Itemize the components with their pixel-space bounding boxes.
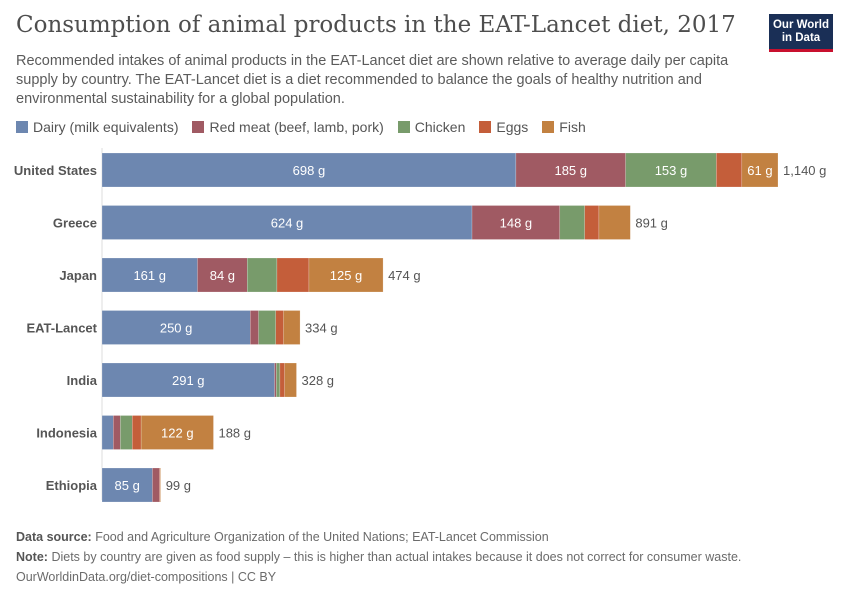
- legend-item[interactable]: Dairy (milk equivalents): [16, 119, 178, 135]
- bar-segment[interactable]: [249, 310, 259, 345]
- bar-segment[interactable]: [247, 257, 278, 293]
- bar-segment[interactable]: [152, 467, 160, 503]
- data-label: 624 g: [271, 216, 304, 231]
- data-label: 85 g: [115, 478, 140, 493]
- legend-label: Chicken: [414, 119, 466, 135]
- category-label: United States: [14, 163, 97, 178]
- legend-label: Dairy (milk equivalents): [33, 119, 179, 135]
- total-label: 1,140 g: [783, 163, 826, 178]
- legend-item[interactable]: Fish: [542, 119, 586, 135]
- legend-label: Red meat (beef, lamb, pork): [209, 119, 384, 135]
- bar-segment[interactable]: [258, 310, 276, 345]
- category-label: India: [67, 373, 98, 388]
- owid-logo[interactable]: Our World in Data: [769, 14, 833, 52]
- data-source: Data source: Food and Agriculture Organi…: [16, 530, 549, 544]
- bar-segment[interactable]: [584, 205, 600, 240]
- legend-swatch: [397, 121, 410, 133]
- bar-segment[interactable]: [279, 362, 285, 398]
- data-label: 125 g: [330, 268, 363, 283]
- bar-segment[interactable]: [308, 257, 384, 293]
- data-label: 84 g: [210, 268, 235, 283]
- bar-segment[interactable]: [284, 362, 297, 398]
- bar-segment[interactable]: [625, 152, 717, 188]
- legend-swatch: [16, 121, 28, 133]
- legend-swatch: [479, 121, 492, 133]
- legend-item[interactable]: Chicken: [397, 119, 466, 135]
- chart-subtitle: Recommended intakes of animal products i…: [16, 53, 729, 107]
- bar-segment[interactable]: [559, 205, 585, 240]
- legend-swatch: [542, 121, 555, 133]
- data-label: 185 g: [554, 163, 587, 178]
- category-label: Japan: [59, 268, 97, 283]
- category-label: Ethiopia: [46, 478, 98, 493]
- data-label: 291 g: [172, 373, 205, 388]
- bar-segment[interactable]: [276, 362, 281, 398]
- bar-segment[interactable]: [741, 152, 779, 188]
- total-label: 188 g: [218, 426, 251, 441]
- bar-segment[interactable]: [274, 362, 277, 398]
- bar-segment[interactable]: [101, 205, 473, 240]
- legend: Dairy (milk equivalents) Red meat (beef, …: [16, 119, 586, 135]
- data-label: 148 g: [500, 216, 533, 231]
- category-label: Indonesia: [36, 426, 97, 441]
- legend-label: Eggs: [496, 119, 529, 135]
- total-label: 891 g: [635, 216, 668, 231]
- data-label: 250 g: [160, 321, 193, 336]
- bar-segment[interactable]: [471, 205, 561, 240]
- data-label: 61 g: [747, 163, 772, 178]
- bar-segment[interactable]: [276, 257, 310, 293]
- bar-segment[interactable]: [598, 205, 631, 240]
- data-label: 122 g: [161, 426, 194, 441]
- legend-label: Fish: [559, 119, 586, 135]
- data-label: 153 g: [655, 163, 688, 178]
- bar-segment[interactable]: [275, 310, 284, 345]
- bar-segment[interactable]: [120, 415, 133, 450]
- bar-segment[interactable]: [515, 152, 626, 188]
- bar-segment[interactable]: [159, 467, 161, 503]
- bar-segment[interactable]: [283, 310, 301, 345]
- legend-item[interactable]: Eggs: [479, 119, 528, 135]
- category-label: Greece: [53, 216, 97, 231]
- chart-title: Consumption of animal products in the EA…: [16, 12, 736, 38]
- bar-segment[interactable]: [101, 310, 251, 345]
- bar-segment[interactable]: [101, 415, 114, 450]
- bar-segment[interactable]: [101, 152, 517, 188]
- data-label: 698 g: [293, 163, 326, 178]
- total-label: 474 g: [388, 268, 421, 283]
- total-label: 99 g: [166, 478, 191, 493]
- legend-swatch: [192, 121, 205, 133]
- bar-segment[interactable]: [131, 415, 142, 450]
- note: Note: Diets by country are given as food…: [16, 550, 742, 564]
- data-label: 161 g: [133, 268, 166, 283]
- bar-segment[interactable]: [140, 415, 214, 450]
- bar-segment[interactable]: [101, 257, 198, 293]
- legend-item[interactable]: Red meat (beef, lamb, pork): [192, 119, 384, 135]
- bar-segment[interactable]: [101, 467, 153, 503]
- total-label: 334 g: [305, 321, 338, 336]
- total-label: 328 g: [301, 373, 334, 388]
- category-label: EAT-Lancet: [26, 321, 97, 336]
- source-url[interactable]: OurWorldinData.org/diet-compositions | C…: [16, 570, 277, 584]
- bar-segment[interactable]: [113, 415, 121, 450]
- bar-segment[interactable]: [197, 257, 248, 293]
- bar-segment[interactable]: [716, 152, 743, 188]
- bar-segment[interactable]: [101, 362, 275, 398]
